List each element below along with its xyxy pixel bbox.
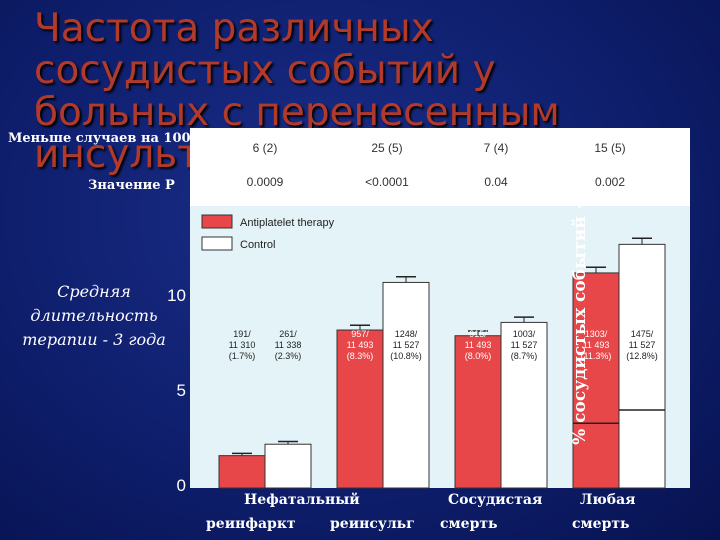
- bar-label-1-3: 1475/11 527 (12.8%): [626, 329, 658, 361]
- bar-1-1: [382, 281, 430, 489]
- fewer-events-2: 7 (4): [484, 141, 509, 155]
- legend-label-1: Control: [240, 239, 275, 251]
- bar-0-0: [218, 455, 266, 489]
- bar-0-3: [572, 272, 620, 489]
- category-label-3-line1: Любая: [580, 492, 636, 508]
- category-label-3-line2: смерть: [572, 516, 630, 532]
- bar-label-1-1: 1248/11 527 (10.8%): [390, 329, 422, 361]
- bar-label-0-0: 191/11 310 (1.7%): [229, 329, 256, 361]
- bar-0-2: [454, 335, 502, 489]
- bar-label-1-2: 1003/11 527 (8.7%): [511, 329, 538, 361]
- bar-0-1: [336, 329, 384, 489]
- bar-1-0: [264, 443, 312, 489]
- fewer-events-label: Меньше случаев на 1000 пациентов(SE): [8, 131, 317, 146]
- fewer-events-1: 25 (5): [371, 141, 402, 155]
- y-tick-10: 10: [167, 285, 186, 305]
- p-value-2: 0.04: [484, 175, 508, 189]
- category-label-2-line1: Сосудистая: [448, 492, 543, 508]
- category-label-1-line2: реинсульг: [330, 516, 415, 532]
- y-tick-5: 5: [176, 380, 186, 400]
- stats-header: [190, 128, 690, 206]
- p-value-label: Значение P: [88, 178, 175, 193]
- bar-1-3: [618, 243, 666, 489]
- fewer-events-0: 6 (2): [253, 141, 278, 155]
- legend-label-0: Antiplatelet therapy: [240, 217, 335, 229]
- bar-label-0-2: 915/11 493 (8.0%): [465, 329, 492, 361]
- bar-label-0-1: 957/11 493 (8.3%): [347, 329, 374, 361]
- bar-1-2: [500, 321, 548, 489]
- fewer-events-3: 15 (5): [594, 141, 625, 155]
- therapy-duration-note: Средняя длительность терапии - 3 года: [22, 282, 166, 349]
- legend-swatch-0: [201, 214, 233, 229]
- y-axis-title: % сосудистых событий + 1 SE: [570, 147, 590, 445]
- p-value-0: 0.0009: [247, 175, 284, 189]
- category-label-2-line2: смерть: [440, 516, 498, 532]
- bar-label-1-0: 261/11 338 (2.3%): [275, 329, 302, 361]
- category-label-0-line1: Нефатальный: [244, 492, 360, 508]
- p-value-3: 0.002: [595, 175, 625, 189]
- bar-label-0-3: 1303/11 493 (11.3%): [581, 329, 612, 361]
- category-label-0-line2: реинфаркт: [206, 516, 296, 532]
- p-value-1: <0.0001: [365, 175, 409, 189]
- legend-swatch-1: [201, 236, 233, 251]
- y-tick-0: 0: [176, 476, 186, 495]
